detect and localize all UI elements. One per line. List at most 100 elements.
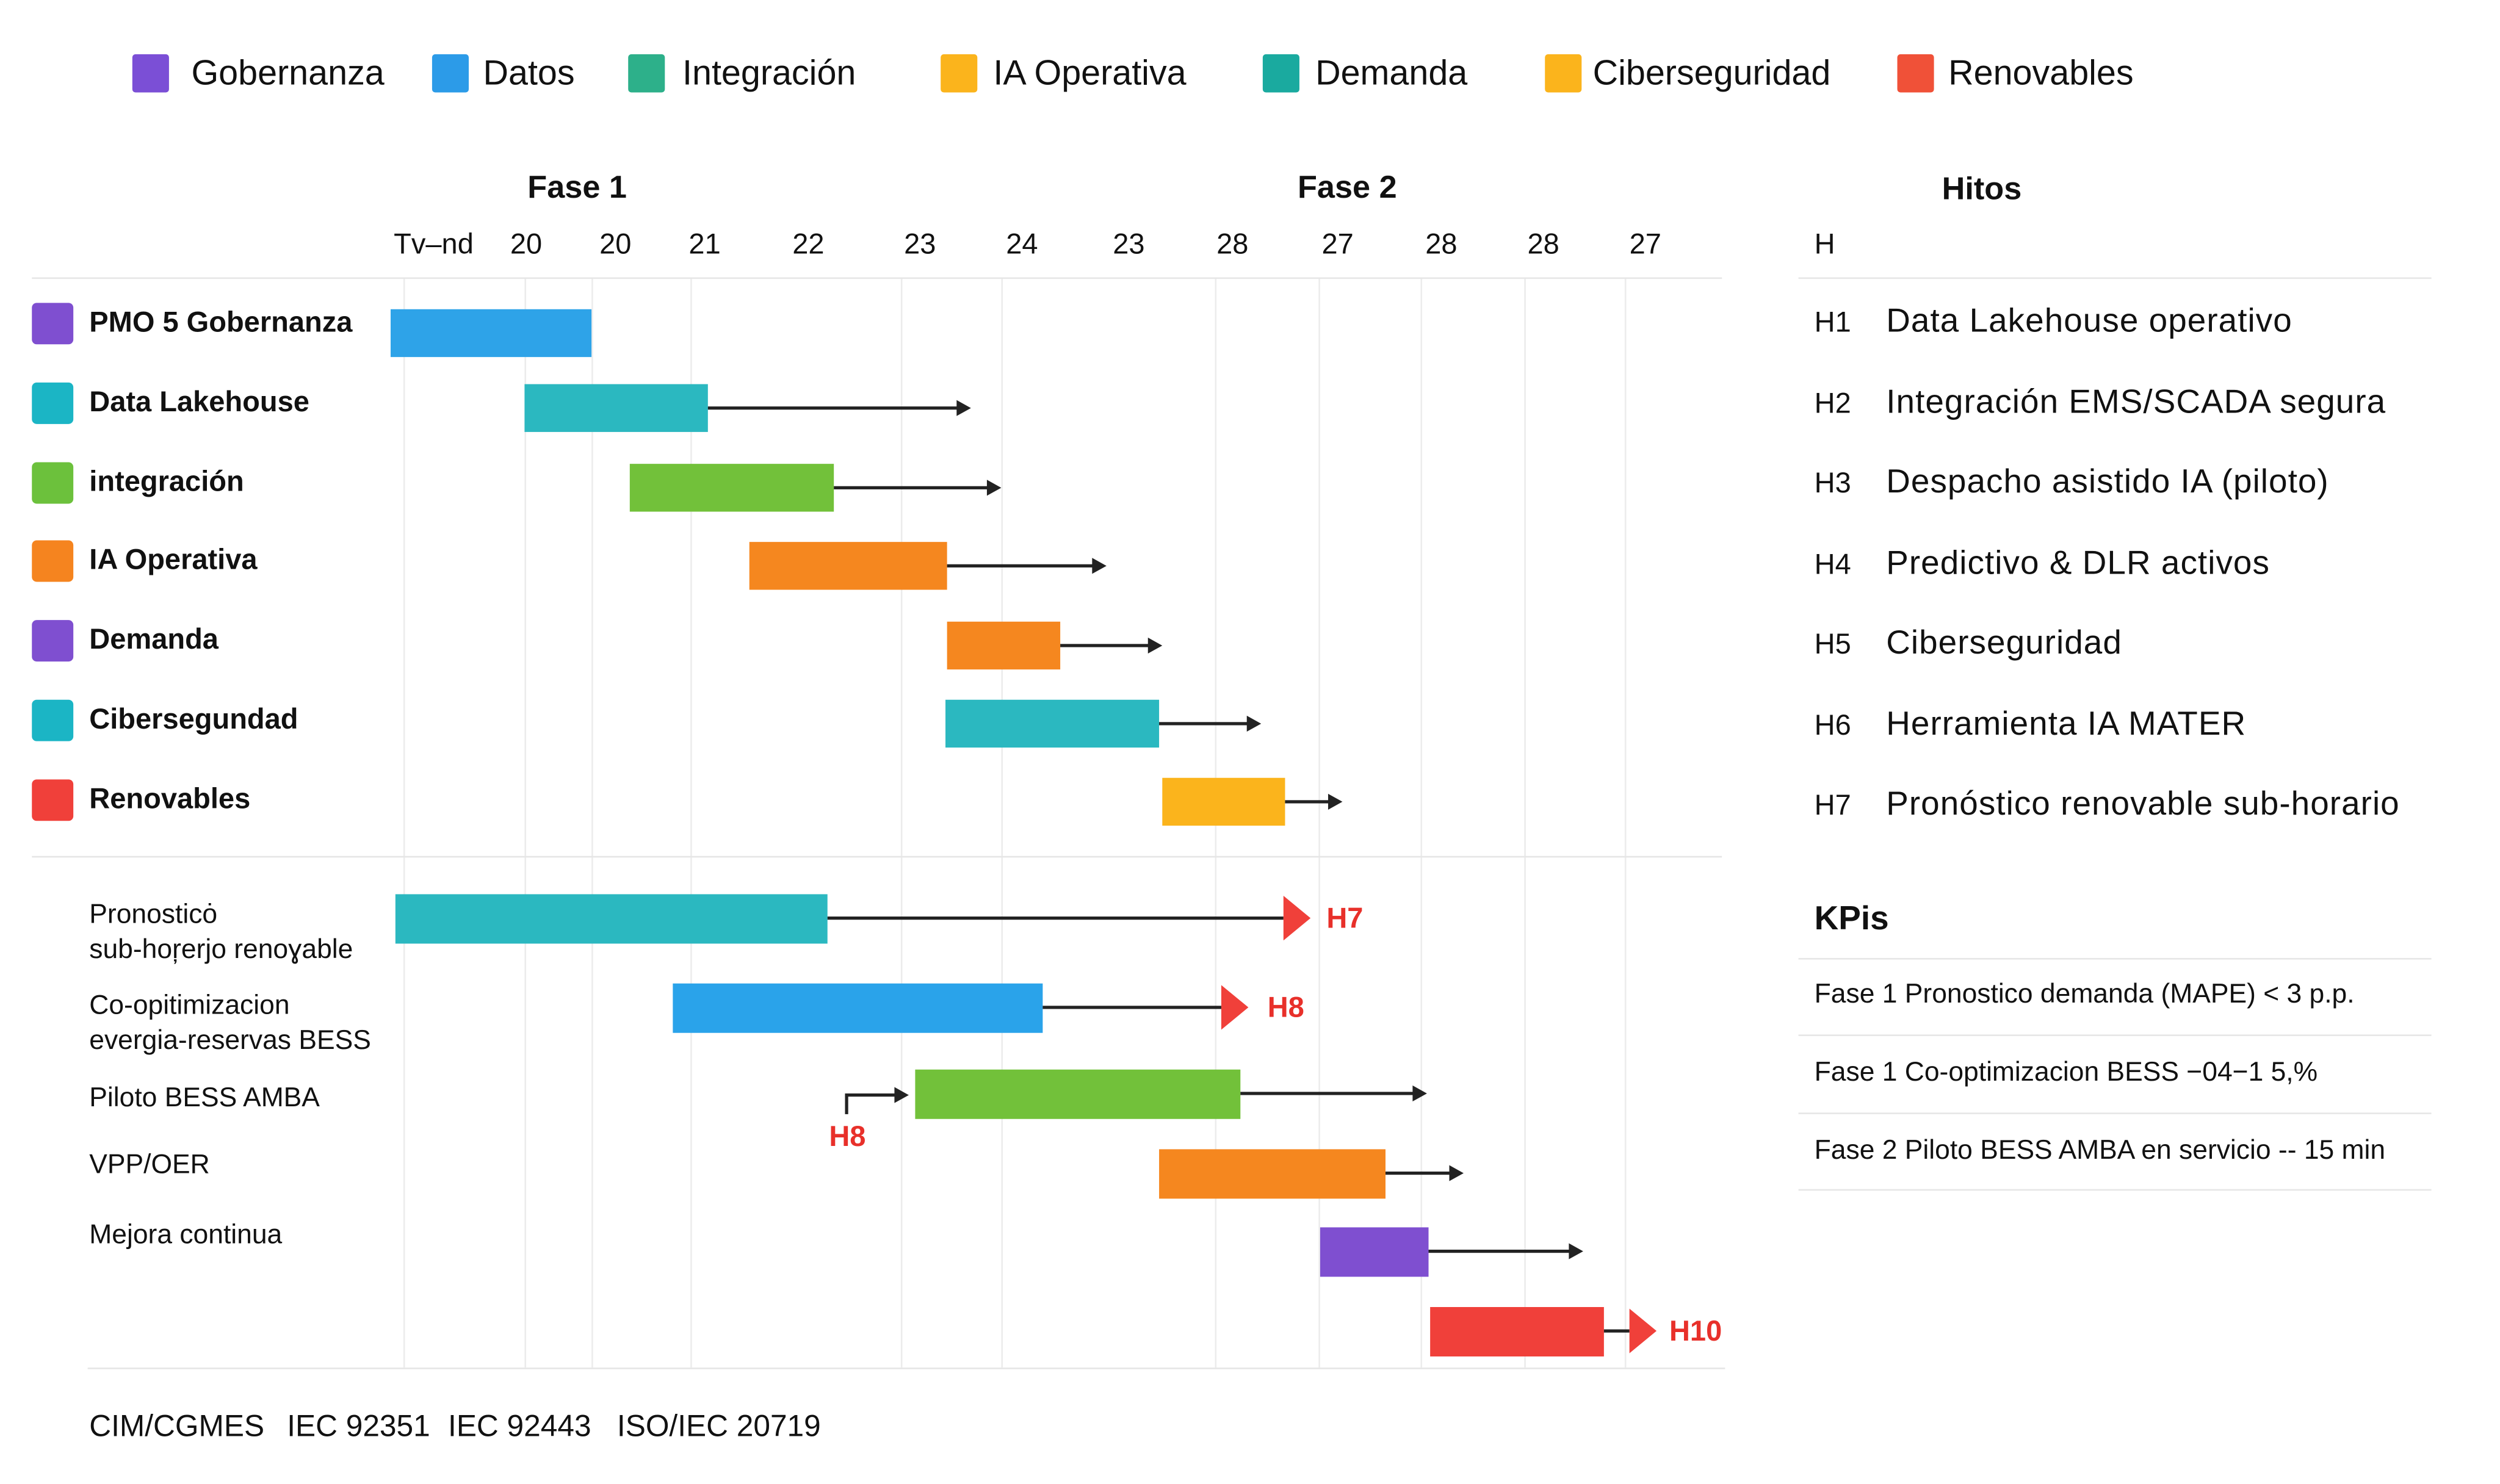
workstream-label: IA Operativa [89, 544, 258, 577]
divider [1798, 1189, 2432, 1191]
grid-line [1001, 277, 1003, 1368]
workstream-marker [32, 303, 74, 345]
hito-id: H5 [1814, 628, 1851, 660]
hito-text: Herramienta IA MATER [1886, 705, 2247, 742]
gantt-bar [1159, 1149, 1386, 1199]
legend-label: Gobernanza [191, 52, 385, 93]
gantt-bar [395, 894, 828, 944]
gantt-bar [524, 384, 708, 432]
divider [1798, 277, 2432, 279]
workstream-marker [32, 382, 74, 424]
workstream-marker [32, 461, 74, 503]
hito-text: Despacho asistido IA (piloto) [1886, 464, 2329, 501]
workstream-label: Cibersegundad [89, 702, 298, 735]
hito-id: H2 [1814, 386, 1851, 419]
arrow-connector [1060, 637, 1163, 654]
bracket-arrow [845, 1087, 909, 1103]
tick-label: 28 [1527, 228, 1559, 260]
legend-swatch [1545, 54, 1582, 93]
gantt-bar [673, 983, 1043, 1033]
workstream-marker [32, 541, 74, 583]
divider [87, 1367, 1725, 1369]
divider [1798, 1034, 2432, 1036]
gantt-bar [945, 699, 1160, 748]
grid-line [524, 277, 527, 1368]
hito-id: H3 [1814, 467, 1851, 499]
divider [32, 277, 1722, 279]
tick-label: 23 [1113, 228, 1145, 260]
gantt-bar [915, 1069, 1241, 1119]
tick-label: 27 [1629, 228, 1661, 260]
standard-label: IEC 92351 [287, 1410, 430, 1444]
legend-swatch [1897, 54, 1934, 93]
tick-label: 20 [599, 228, 632, 260]
grid-line [900, 277, 903, 1368]
arrow-connector [1240, 1085, 1427, 1102]
kpis-title: KPis [1814, 900, 1889, 937]
hito-id: H7 [1814, 789, 1851, 821]
tick-label: 20 [510, 228, 543, 260]
arrow-connector [1159, 715, 1262, 732]
grid-line [1420, 277, 1423, 1368]
milestone-flag-icon [1629, 1308, 1657, 1353]
divider [1798, 1112, 2432, 1114]
arrow-connector [707, 400, 971, 416]
legend-label: IA Operativa [993, 52, 1187, 93]
legend-label: Datos [483, 52, 575, 93]
gantt-bar [629, 464, 834, 512]
initiative-label: VPP/OER [89, 1149, 210, 1180]
tick-label: 28 [1216, 228, 1249, 260]
legend-swatch [1262, 54, 1299, 93]
kpi-item: Fase 2 Piloto BESS AMBA en servicio -- 1… [1814, 1134, 2386, 1165]
tick-label: 22 [792, 228, 825, 260]
milestone-flag-icon [1283, 896, 1311, 941]
hito-text: Data Lakehouse operativo [1886, 303, 2292, 340]
workstream-marker [32, 779, 74, 821]
tick-label: 28 [1425, 228, 1458, 260]
initiative-label: Piloto BESS AMBA [89, 1082, 320, 1113]
hitos-title: Hitos [1942, 172, 2022, 207]
kpi-item: Fase 1 Pronostico demanda (MAPE) < 3 p.p… [1814, 978, 2355, 1009]
legend-swatch [432, 54, 469, 93]
legend-swatch [132, 54, 169, 93]
kpi-item: Fase 1 Co-optimizacion BESS −04−1 5,% [1814, 1056, 2318, 1087]
hito-id: H1 [1814, 306, 1851, 338]
arrow-connector [827, 917, 1284, 920]
standard-label: ISO/IEC 20719 [616, 1410, 821, 1444]
bracket-connector [845, 1095, 848, 1114]
legend-label: Ciberseguridad [1592, 52, 1831, 93]
arrow-connector [1385, 1165, 1464, 1181]
milestone-flag-icon [1221, 985, 1249, 1030]
workstream-marker [32, 699, 74, 741]
grid-line [591, 277, 593, 1368]
gantt-bar [1162, 777, 1285, 826]
initiative-label: Pronosticȯ sub-hoŗerjo renoɣable [89, 899, 353, 965]
workstream-label: integración [89, 464, 244, 497]
tick-label: 23 [904, 228, 936, 260]
legend-label: Integración [682, 52, 856, 93]
hito-id: H4 [1814, 547, 1851, 580]
workstream-label: Renovables [89, 782, 251, 815]
arrow-connector [947, 558, 1107, 574]
arrow-connector [834, 480, 1002, 496]
arrow-connector [1603, 1329, 1630, 1333]
tick-label: Tv–nd [394, 228, 474, 260]
milestone-label: H8 [829, 1120, 866, 1153]
milestone-label: H10 [1669, 1315, 1722, 1347]
hito-text: Pronóstico renovable sub-horario [1886, 785, 2400, 823]
arrow-connector [1042, 1006, 1221, 1009]
hito-text: Integración EMS/SCADA segura [1886, 383, 2386, 420]
gantt-bar [390, 309, 592, 358]
arrow-connector [1285, 793, 1343, 810]
tick-label: 27 [1321, 228, 1354, 260]
standard-label: IEC 92443 [448, 1410, 591, 1444]
grid-line [690, 277, 692, 1368]
legend-label: Demanda [1315, 52, 1468, 93]
gantt-bar [749, 542, 947, 590]
grid-line [1624, 277, 1627, 1368]
grid-line [403, 277, 405, 1368]
legend-label: Renovables [1948, 52, 2134, 93]
arrow-connector [1428, 1243, 1583, 1259]
grid-line [1524, 277, 1526, 1368]
